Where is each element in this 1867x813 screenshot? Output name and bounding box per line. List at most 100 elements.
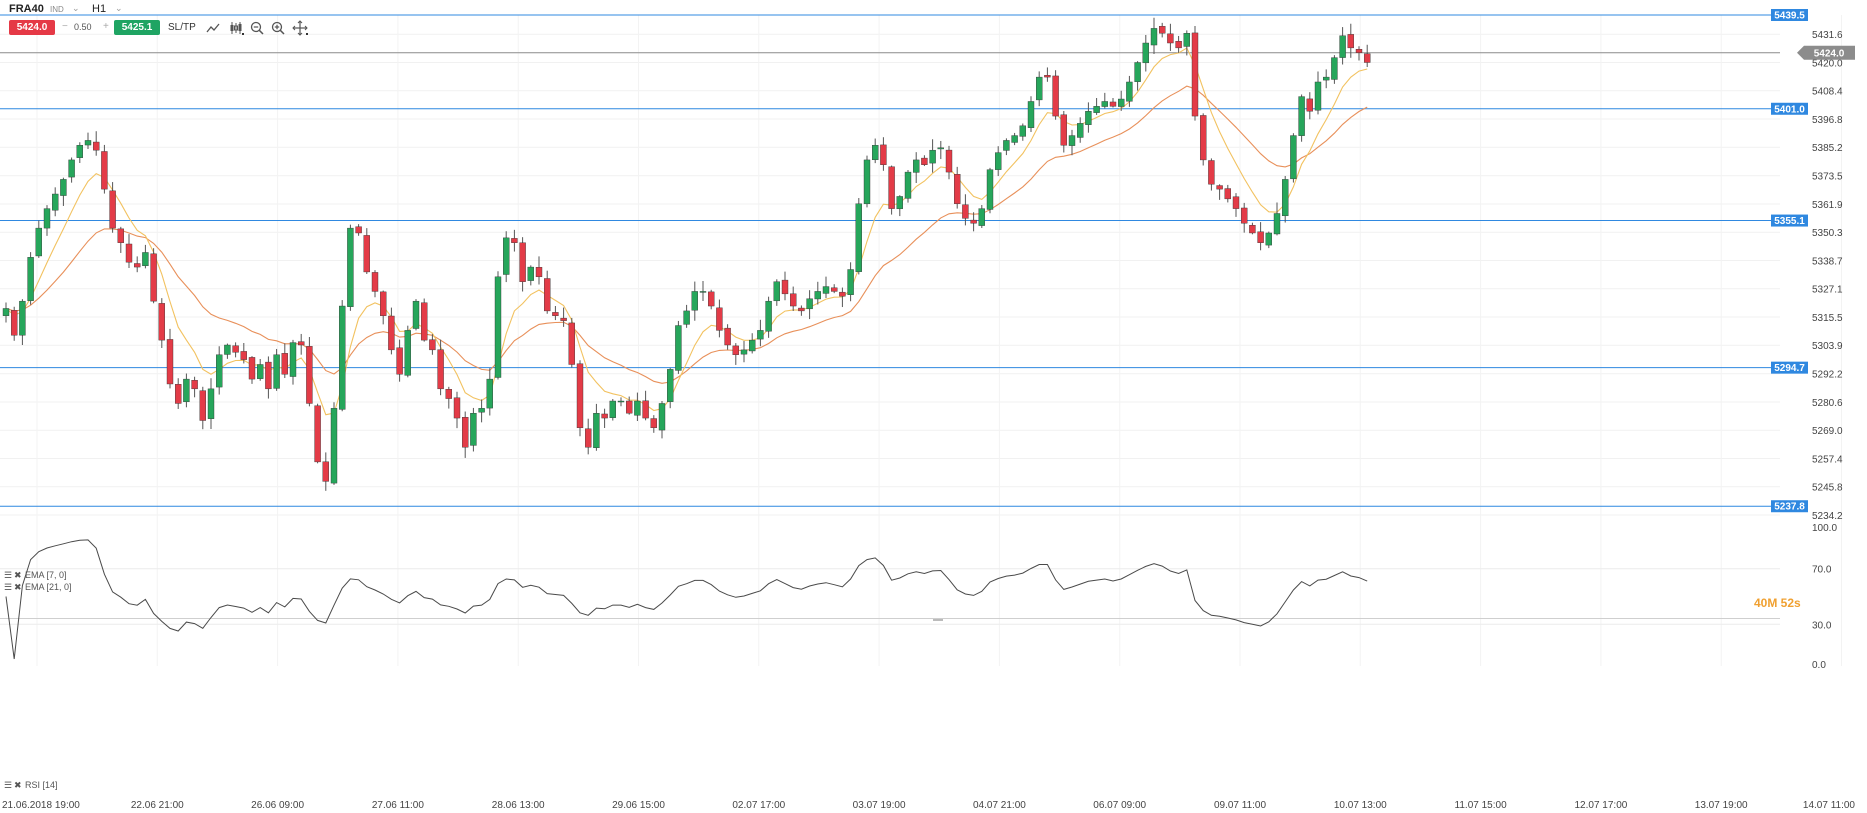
- line-tool-icon[interactable]: [205, 20, 221, 36]
- candle-up: [503, 231, 510, 283]
- candle-body: [437, 349, 444, 390]
- price-tick-label: 5420.0: [1812, 58, 1843, 69]
- timeframe-selector[interactable]: H1: [92, 3, 107, 15]
- candle-body: [380, 291, 387, 316]
- candle-down: [363, 228, 370, 275]
- time-tick-label: 03.07 19:00: [853, 800, 906, 811]
- level-tag: [1771, 361, 1808, 374]
- candle-up: [863, 155, 871, 208]
- candle-down: [1216, 184, 1223, 200]
- candle-up: [1290, 133, 1297, 183]
- candle-down: [1232, 193, 1240, 217]
- candle-up: [634, 392, 641, 422]
- price-tick-label: 5315.5: [1812, 313, 1843, 324]
- candle-up: [27, 252, 34, 305]
- candle-down: [199, 386, 207, 430]
- candle-down: [1191, 25, 1199, 121]
- candle-down: [585, 418, 592, 455]
- ema-slow-line: [5, 85, 1368, 384]
- level-tag: [1771, 500, 1808, 513]
- candle-body: [1224, 188, 1232, 200]
- rsi-legend[interactable]: ☰ ✖ RSI [14]: [4, 780, 58, 790]
- candle-down: [708, 289, 715, 310]
- candle-body: [240, 351, 248, 360]
- horizontal-levels: [0, 14, 1780, 507]
- symbol-selector[interactable]: FRA40: [9, 3, 44, 15]
- candle-body: [289, 342, 297, 377]
- candle-body: [1142, 42, 1150, 64]
- candle-body: [273, 354, 280, 389]
- ema-fast-legend[interactable]: ☰ ✖ EMA [7, 0]: [4, 570, 67, 580]
- time-tick-label: 02.07 17:00: [732, 800, 785, 811]
- candle-up: [84, 132, 92, 150]
- candle-body: [847, 269, 854, 295]
- sell-button[interactable]: 5424.0: [9, 20, 55, 35]
- candle-up: [609, 398, 616, 421]
- candle-body: [699, 291, 707, 293]
- candle-body: [1150, 28, 1158, 46]
- chevron-down-icon[interactable]: ⌄: [72, 3, 80, 13]
- candle-up: [339, 300, 346, 412]
- close-icon[interactable]: ✖: [14, 582, 22, 592]
- level-tag-label: 5401.0: [1774, 104, 1805, 115]
- candle-up: [19, 299, 26, 346]
- candle-down: [462, 411, 469, 458]
- candle-body: [60, 179, 67, 196]
- candle-body: [831, 287, 838, 292]
- candle-down: [535, 256, 543, 285]
- zoom-out-icon[interactable]: [249, 20, 265, 36]
- candle-down: [306, 337, 313, 407]
- quantity-increase-button[interactable]: +: [103, 21, 109, 32]
- candle-up: [1027, 96, 1035, 133]
- menu-icon[interactable]: ☰: [4, 582, 12, 592]
- time-tick-label: 12.07 17:00: [1574, 800, 1627, 811]
- current-price-tag: [1797, 45, 1855, 60]
- candle-body: [757, 330, 764, 340]
- candle-up: [347, 224, 354, 311]
- quantity-input[interactable]: 0.50: [74, 22, 92, 32]
- crosshair-icon[interactable]: [292, 20, 308, 36]
- candle-body: [945, 149, 953, 173]
- candle-body: [1249, 225, 1256, 234]
- quantity-decrease-button[interactable]: −: [62, 21, 68, 32]
- candle-down: [831, 284, 838, 294]
- zoom-in-icon[interactable]: [270, 20, 286, 36]
- candle-type-icon[interactable]: [228, 20, 244, 36]
- candle-up: [215, 346, 223, 395]
- candle-up: [1019, 123, 1026, 141]
- candle-body: [355, 226, 362, 234]
- candle-body: [1019, 125, 1026, 137]
- candle-body: [535, 267, 543, 278]
- chevron-down-icon[interactable]: ⌄: [115, 3, 123, 13]
- candle-up: [527, 265, 534, 286]
- sltp-button[interactable]: SL/TP: [168, 22, 196, 33]
- price-tick-label: 5408.4: [1812, 87, 1843, 98]
- ema-slow-legend[interactable]: ☰ ✖ EMA [21, 0]: [4, 582, 72, 592]
- candle-body: [740, 349, 748, 355]
- rsi-tick-label: 70.0: [1812, 565, 1832, 576]
- price-tick-label: 5257.4: [1812, 454, 1843, 465]
- candle-down: [1257, 222, 1264, 251]
- candle-body: [298, 341, 305, 346]
- candle-body: [1093, 106, 1100, 113]
- menu-icon[interactable]: ☰: [4, 570, 12, 580]
- candle-body: [1003, 140, 1010, 151]
- time-tick-label: 06.07 09:00: [1093, 800, 1146, 811]
- candle-up: [896, 195, 903, 217]
- rsi-tick-label: 0.0: [1812, 660, 1826, 671]
- candle-down: [421, 298, 428, 342]
- candle-down: [568, 317, 575, 368]
- buy-button[interactable]: 5425.1: [114, 20, 160, 35]
- candle-down: [109, 182, 116, 233]
- candle-up: [1093, 98, 1100, 115]
- candle-down: [92, 131, 100, 156]
- candle-body: [1208, 160, 1215, 185]
- candle-up: [675, 320, 682, 374]
- close-icon[interactable]: ✖: [14, 570, 22, 580]
- close-icon[interactable]: ✖: [14, 780, 22, 790]
- candle-down: [650, 415, 657, 433]
- candle-body: [257, 364, 264, 379]
- candle-body: [1298, 96, 1305, 136]
- menu-icon[interactable]: ☰: [4, 780, 12, 790]
